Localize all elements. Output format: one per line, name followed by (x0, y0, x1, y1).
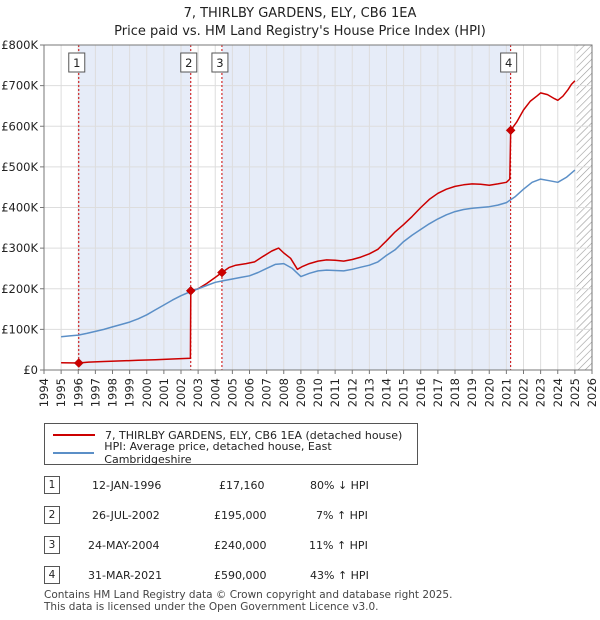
sale-date: 12-JAN-1996 (92, 479, 162, 492)
table-row: 4 31-MAR-2021 £590,000 43% ↑ HPI (44, 566, 404, 586)
sale-hpi-diff: 11% ↑ HPI (309, 539, 368, 552)
x-tick-label: 1998 (106, 378, 120, 407)
table-row: 2 26-JUL-2002 £195,000 7% ↑ HPI (44, 506, 404, 526)
sale-label-box (68, 52, 86, 73)
sale-point (185, 285, 196, 296)
sale-point (505, 125, 516, 136)
x-tick-label: 2005 (225, 378, 239, 407)
hpi-line (61, 169, 576, 338)
y-tick-label: £500K (1, 160, 38, 174)
x-tick-label: 1996 (71, 378, 85, 407)
sale-label-text: 1 (73, 56, 80, 70)
x-tick-label: 2016 (414, 378, 428, 407)
sale-point (217, 267, 227, 278)
x-tick-label: 2014 (380, 378, 394, 407)
y-tick-label: £100K (1, 322, 38, 336)
x-tick-label: 2022 (517, 378, 531, 407)
x-tick-label: 2017 (431, 378, 445, 407)
x-tick-label: 2013 (362, 378, 376, 407)
sale-label-box (211, 52, 229, 73)
x-tick-label: 2011 (328, 378, 342, 407)
y-tick-label: £700K (1, 79, 38, 93)
x-tick-label: 2007 (260, 378, 274, 407)
sale-price: £240,000 (214, 539, 267, 552)
x-tick-label: 2001 (157, 378, 171, 407)
legend-label-property: 7, THIRLBY GARDENS, ELY, CB6 1EA (detach… (105, 428, 403, 442)
sale-hpi-diff: 43% ↑ HPI (310, 569, 369, 582)
x-tick-label: 2010 (311, 378, 325, 407)
legend-item-hpi: HPI: Average price, detached house, East… (53, 440, 417, 466)
x-tick-label: 2021 (499, 378, 513, 407)
sale-label-text: 3 (216, 56, 223, 70)
sale-point (73, 358, 84, 368)
x-tick-label: 1994 (37, 378, 51, 407)
table-row: 3 24-MAY-2004 £240,000 11% ↑ HPI (44, 536, 404, 556)
sale-price: £195,000 (214, 509, 267, 522)
x-tick-label: 1999 (123, 378, 137, 407)
chart-title: 7, THIRLBY GARDENS, ELY, CB6 1EA (183, 6, 417, 21)
legend-item-property: 7, THIRLBY GARDENS, ELY, CB6 1EA (detach… (53, 427, 402, 443)
chart-subtitle: Price paid vs. HM Land Registry's House … (114, 24, 486, 39)
x-tick-label: 2008 (277, 378, 291, 407)
y-tick-label: £200K (1, 282, 38, 296)
x-tick-label: 2009 (294, 378, 308, 407)
x-tick-label: 2003 (191, 378, 205, 407)
x-tick-label: 2023 (534, 378, 548, 407)
sale-date: 31-MAR-2021 (88, 569, 163, 582)
sale-number-badge: 2 (44, 506, 60, 524)
price-chart: 1 2 3 4 £0 £100K £200K £300K £400K £500K £600K £70… (1, 38, 599, 407)
sale-label-text: 4 (505, 56, 512, 70)
sale-number-badge: 4 (44, 566, 60, 584)
y-tick-label: £400K (1, 201, 38, 215)
legend-swatch-blue (53, 452, 95, 454)
x-tick-label: 2020 (482, 378, 496, 407)
x-tick-label: 2024 (551, 378, 565, 407)
x-tick-label: 2025 (568, 378, 582, 407)
x-tick-label: 1997 (88, 378, 102, 407)
y-tick-label: £0 (23, 363, 38, 377)
legend-swatch-red (53, 434, 95, 436)
x-tick-label: 2006 (243, 378, 257, 407)
sale-date: 26-JUL-2002 (92, 509, 160, 522)
sale-label-text: 2 (185, 56, 192, 70)
x-tick-label: 2015 (397, 378, 411, 407)
x-tick-label: 2018 (448, 378, 462, 407)
sale-label-box (180, 52, 198, 73)
sale-price: £590,000 (214, 569, 267, 582)
footer: Contains HM Land Registry data © Crown c… (44, 589, 452, 613)
x-tick-label: 1995 (54, 378, 68, 407)
sale-number-badge: 3 (44, 536, 60, 554)
sale-number-badge: 1 (44, 476, 60, 494)
legend: 7, THIRLBY GARDENS, ELY, CB6 1EA (detach… (44, 423, 418, 466)
sale-price: £17,160 (219, 479, 265, 492)
legend-label-hpi: HPI: Average price, detached house, East… (104, 440, 332, 466)
y-tick-label: £800K (1, 38, 38, 52)
sale-date: 24-MAY-2004 (88, 539, 160, 552)
footer-licence: This data is licensed under the Open Gov… (44, 601, 379, 613)
footer-copyright: Contains HM Land Registry data © Crown c… (44, 589, 453, 601)
x-tick-label: 2012 (345, 378, 359, 407)
table-row: 1 12-JAN-1996 £17,160 80% ↓ HPI (44, 476, 404, 496)
y-tick-label: £300K (1, 241, 38, 255)
x-tick-label: 2004 (208, 378, 222, 407)
sale-hpi-diff: 7% ↑ HPI (316, 509, 368, 522)
sale-hpi-diff: 80% ↓ HPI (310, 479, 369, 492)
y-tick-label: £600K (1, 119, 38, 133)
x-tick-label: 2002 (174, 378, 188, 407)
sale-label-box (500, 52, 518, 73)
x-tick-label: 2000 (140, 378, 154, 407)
x-tick-label: 2019 (465, 378, 479, 407)
x-tick-label: 2026 (585, 378, 599, 407)
